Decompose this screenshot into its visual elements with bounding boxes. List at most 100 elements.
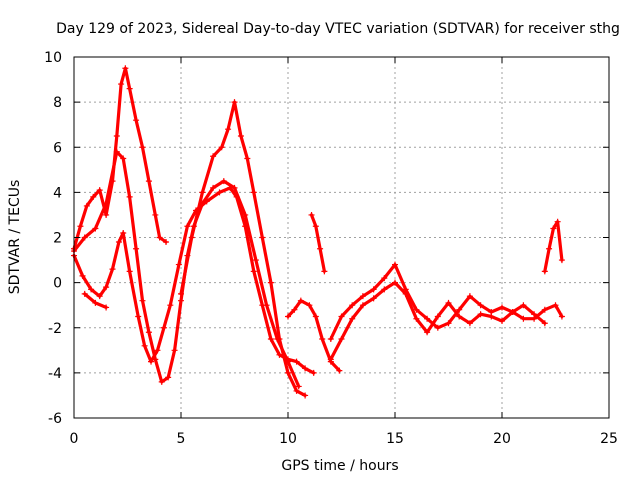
data-point-marker: [178, 297, 184, 304]
data-point-marker: [120, 155, 127, 162]
data-point-marker: [216, 189, 223, 196]
data-point-marker: [466, 320, 473, 327]
data-point-marker: [152, 211, 159, 218]
x-tick-label: 5: [177, 431, 186, 447]
data-point-marker: [520, 315, 527, 322]
data-point-marker: [424, 315, 431, 322]
series-track-4: [178, 99, 309, 399]
data-point-marker: [92, 225, 99, 232]
data-point-marker: [210, 153, 217, 160]
data-point-marker: [466, 293, 473, 300]
data-point-marker: [227, 184, 234, 191]
data-point-marker: [392, 261, 398, 268]
plot-frame: [73, 56, 610, 419]
data-point-marker: [424, 329, 431, 336]
x-tick-label: 15: [386, 431, 404, 447]
series-track-3: [71, 184, 317, 376]
data-point-marker: [252, 257, 259, 264]
y-tick-label: 6: [53, 140, 62, 156]
data-point-marker: [210, 184, 217, 191]
x-tick-label: 10: [279, 431, 297, 447]
data-point-marker: [109, 266, 116, 273]
axes: 0 5 10 15 20 25 -6 -4 -2 0 2 4 6 8 10: [44, 50, 618, 447]
data-point-marker: [312, 223, 319, 230]
data-point-marker: [233, 193, 240, 200]
data-point-marker: [133, 117, 140, 124]
y-tick-label: 8: [53, 95, 62, 111]
data-point-marker: [237, 132, 244, 139]
data-point-marker: [188, 234, 195, 241]
data-point-marker: [178, 290, 184, 297]
data-point-marker: [541, 306, 548, 313]
series-trace: [309, 213, 326, 273]
data-point-marker: [488, 313, 495, 320]
data-point-marker: [310, 369, 317, 376]
data-point-marker: [81, 290, 88, 297]
data-point-marker: [327, 356, 334, 363]
data-point-marker: [79, 272, 86, 279]
data-point-marker: [135, 313, 142, 320]
data-point-marker: [413, 315, 420, 322]
data-point-marker: [550, 225, 557, 232]
data-point-marker: [113, 148, 120, 155]
series-track-10: [541, 218, 565, 275]
data-point-marker: [402, 290, 409, 297]
y-tick-label: -2: [48, 321, 62, 337]
data-point-marker: [285, 313, 291, 320]
data-point-marker: [276, 336, 283, 343]
data-point-marker: [103, 304, 110, 311]
data-point-marker: [96, 293, 103, 300]
data-point-marker: [171, 347, 178, 354]
data-point-marker: [302, 365, 309, 372]
data-point-marker: [312, 313, 319, 320]
data-point-marker: [285, 369, 291, 376]
data-point-marker: [103, 200, 110, 207]
data-point-marker: [434, 324, 441, 331]
data-point-marker: [445, 299, 452, 306]
data-point-marker: [319, 336, 326, 343]
chart-title: Day 129 of 2023, Sidereal Day-to-day VTE…: [56, 21, 620, 37]
data-point-marker: [203, 198, 210, 205]
data-point-marker: [103, 284, 110, 291]
data-point-marker: [349, 315, 356, 322]
series-trace: [286, 299, 341, 373]
data-point-marker: [359, 302, 366, 309]
y-tick-label: -4: [48, 366, 62, 382]
series-track-8: [327, 261, 565, 343]
data-point-marker: [77, 223, 84, 230]
data-point-marker: [477, 302, 484, 309]
data-point-marker: [148, 358, 155, 365]
data-point-marker: [349, 302, 356, 309]
x-tick-label: 0: [70, 431, 79, 447]
data-point-marker: [509, 308, 516, 315]
data-point-marker: [244, 155, 251, 162]
data-point-marker: [220, 178, 227, 185]
data-point-marker: [175, 261, 182, 268]
series-track-7: [308, 211, 328, 275]
y-tick-label: 10: [44, 50, 62, 66]
data-point-marker: [184, 223, 191, 230]
data-point-marker: [552, 302, 559, 309]
data-point-marker: [338, 313, 345, 320]
data-point-marker: [293, 387, 300, 394]
data-point-marker: [218, 144, 225, 151]
data-point-marker: [541, 268, 548, 275]
data-point-marker: [381, 275, 388, 282]
data-point-marker: [250, 268, 257, 275]
data-point-marker: [434, 313, 441, 320]
data-point-marker: [88, 286, 95, 293]
data-point-marker: [445, 320, 452, 327]
data-point-marker: [259, 302, 266, 309]
data-point-marker: [126, 85, 133, 92]
data-point-marker: [267, 279, 274, 286]
data-point-marker: [225, 126, 232, 133]
data-point-marker: [297, 297, 304, 304]
data-point-marker: [103, 211, 110, 218]
series-track-2: [71, 148, 302, 390]
data-point-marker: [520, 302, 527, 309]
data-point-marker: [554, 218, 561, 225]
series-track-5: [81, 290, 110, 311]
data-point-marker: [120, 229, 127, 236]
x-tick-label: 20: [493, 431, 511, 447]
